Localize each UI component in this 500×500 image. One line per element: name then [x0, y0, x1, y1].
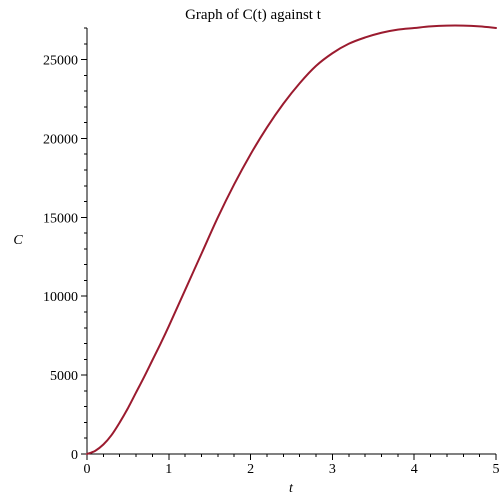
- x-axis-title: t: [289, 481, 294, 496]
- x-axis-ticks: 0 1 2 3 4 5: [84, 454, 500, 477]
- y-axis-title: C: [13, 233, 23, 248]
- chart-title: Graph of C(t) against t: [185, 7, 322, 23]
- x-tick-label: 4: [411, 462, 418, 477]
- y-tick-label: 25000: [43, 54, 78, 69]
- series-line-0: [86, 24, 497, 455]
- x-tick-label: 5: [493, 462, 500, 477]
- x-tick-label: 2: [247, 462, 254, 477]
- x-tick-label: 0: [84, 462, 91, 477]
- y-tick-label: 20000: [43, 132, 78, 147]
- series-layer: [86, 24, 497, 455]
- y-tick-label: 5000: [50, 369, 78, 384]
- x-tick-label: 3: [329, 462, 336, 477]
- x-tick-label: 1: [165, 462, 172, 477]
- y-axis-ticks: 0 5000 10000 15000 20000 25000: [43, 27, 87, 463]
- y-tick-label: 10000: [43, 290, 78, 305]
- y-tick-label: 0: [71, 448, 78, 463]
- y-tick-label: 15000: [43, 211, 78, 226]
